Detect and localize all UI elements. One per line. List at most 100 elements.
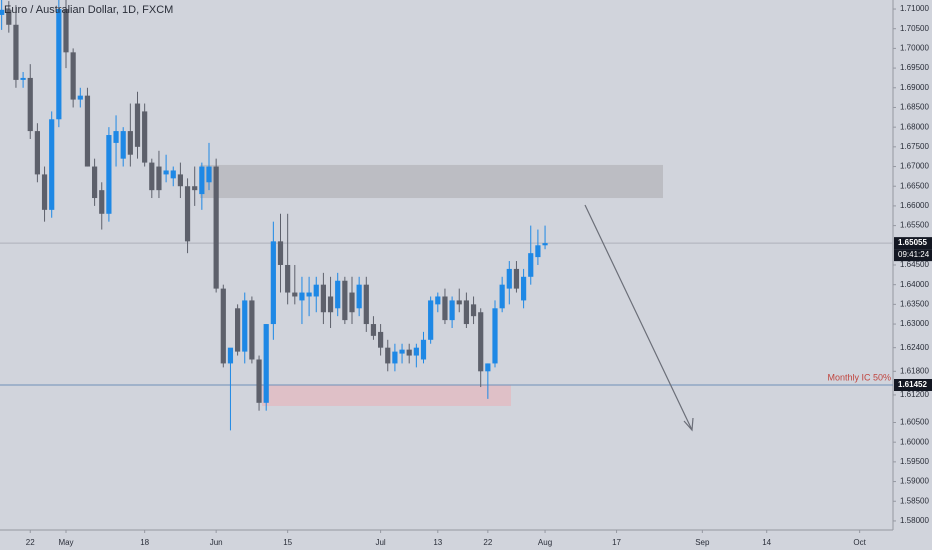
candle-body — [513, 268, 520, 289]
candle-body — [442, 296, 448, 321]
candle-body — [120, 131, 126, 159]
candle-body — [435, 296, 441, 305]
countdown-tag — [894, 249, 932, 262]
candle-body — [113, 131, 119, 143]
candle-body — [292, 292, 298, 297]
x-tick-label: Oct — [853, 538, 866, 547]
x-tick-label: 17 — [612, 538, 621, 547]
candle-body — [335, 280, 341, 309]
y-tick-label: 1.62400 — [900, 343, 929, 352]
candle-body — [63, 9, 69, 53]
arrow — [584, 204, 693, 431]
candle-body — [313, 284, 319, 297]
candle-body — [428, 300, 434, 340]
y-tick-label: 1.58000 — [900, 516, 929, 525]
x-tick-label: 15 — [283, 538, 292, 547]
candle-body — [420, 339, 427, 360]
zone — [262, 385, 511, 406]
y-tick-label: 1.61200 — [900, 390, 929, 399]
x-tick-label: 14 — [762, 538, 771, 547]
candle-body — [177, 174, 183, 187]
zone — [200, 164, 663, 199]
candle-body — [320, 284, 326, 313]
y-tick-label: 1.68000 — [900, 122, 929, 131]
candle-body — [492, 308, 498, 364]
y-tick-label: 1.64500 — [900, 260, 929, 269]
y-tick-label: 1.68500 — [900, 103, 929, 112]
x-tick-label: Aug — [538, 538, 552, 547]
x-tick-label: 13 — [433, 538, 442, 547]
candle-body — [506, 268, 512, 289]
x-tick-label: 22 — [26, 538, 35, 547]
candle-body — [499, 284, 505, 309]
x-tick-label: Jun — [210, 538, 223, 547]
candle-body — [41, 174, 48, 210]
y-tick-label: 1.67000 — [900, 162, 929, 171]
hline-value-label: 1.61452 — [898, 380, 927, 389]
candle-body — [349, 292, 355, 313]
candle-body — [77, 95, 83, 100]
y-tick-label: 1.65500 — [900, 221, 929, 230]
candle-body — [485, 363, 491, 372]
candle-body — [478, 312, 484, 372]
candle-body — [385, 347, 391, 364]
candle-body — [406, 349, 412, 356]
y-tick-label: 1.60500 — [900, 418, 929, 427]
candle-body — [149, 162, 155, 191]
candle-body — [170, 170, 176, 179]
candle-body — [270, 241, 276, 325]
candle-body — [299, 292, 305, 301]
candle-body — [263, 324, 269, 403]
candle-body — [134, 103, 141, 147]
candle-body — [184, 186, 191, 242]
candle-body — [342, 280, 348, 321]
candle-body — [542, 243, 548, 246]
candle-body — [277, 241, 284, 265]
candle-body — [127, 131, 133, 155]
candle-body — [356, 284, 362, 309]
y-tick-label: 1.70500 — [900, 24, 929, 33]
candle-body — [156, 166, 162, 191]
candle-body — [92, 166, 98, 199]
x-tick-label: Jul — [375, 538, 385, 547]
candle-body — [399, 349, 405, 354]
candle-body — [34, 131, 40, 175]
y-tick-label: 1.67500 — [900, 142, 929, 151]
y-tick-label: 1.63000 — [900, 319, 929, 328]
candle-body — [306, 292, 312, 297]
y-tick-label: 1.66000 — [900, 201, 929, 210]
candle-body — [56, 9, 62, 120]
candle-body — [378, 331, 384, 348]
y-tick-label: 1.70000 — [900, 44, 929, 53]
hline-label: Monthly IC 50% — [827, 372, 891, 382]
candle-body — [235, 308, 241, 352]
candle-body — [70, 52, 76, 100]
y-tick-label: 1.59500 — [900, 457, 929, 466]
last-price-tag — [894, 237, 932, 250]
candle-body — [470, 304, 477, 317]
candle-body — [449, 300, 455, 321]
candle-body — [327, 296, 334, 313]
last-price-label: 1.65055 — [898, 238, 927, 247]
candle-body — [227, 347, 234, 364]
candle-body — [142, 111, 148, 163]
candle-body — [370, 324, 377, 336]
candle-body — [256, 359, 262, 403]
candle-body — [13, 24, 19, 80]
candle-body — [535, 245, 541, 258]
candle-body — [199, 166, 205, 195]
candle-body — [413, 347, 419, 356]
chart-title: Euro / Australian Dollar, 1D, FXCM — [4, 4, 173, 16]
candle-body — [20, 77, 26, 80]
candle-body — [242, 300, 248, 352]
y-tick-label: 1.58500 — [900, 496, 929, 505]
y-tick-label: 1.66500 — [900, 181, 929, 190]
x-tick-label: 18 — [140, 538, 149, 547]
candle-body — [528, 253, 534, 277]
arrow-head — [683, 417, 694, 432]
candle-body — [84, 95, 91, 167]
candle-body — [249, 300, 255, 360]
y-tick-label: 1.64000 — [900, 280, 929, 289]
